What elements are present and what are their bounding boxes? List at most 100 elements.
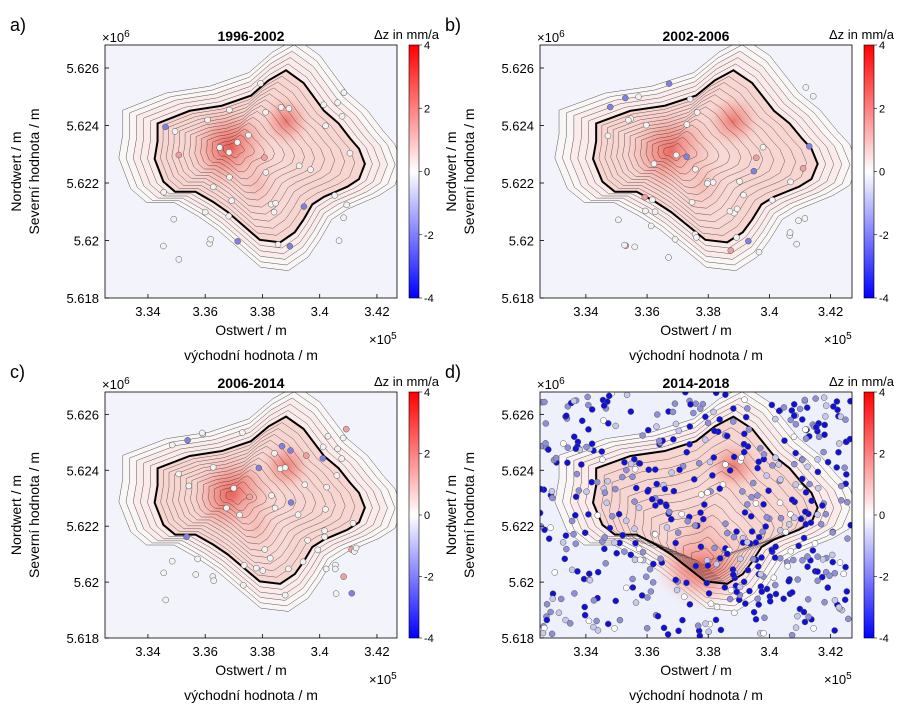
y-exponent-power: 6	[124, 376, 130, 387]
measurement-point	[817, 520, 825, 528]
measurement-point	[564, 459, 571, 466]
colorbar-title: Δz in mm/a	[829, 27, 895, 42]
x-tick-label: 3.38	[250, 644, 275, 659]
panel-title: 2014-2018	[663, 375, 730, 391]
measurement-point	[601, 534, 608, 541]
measurement-point	[741, 430, 748, 438]
contour-line	[682, 536, 723, 567]
measurement-point	[792, 449, 799, 457]
measurement-point	[754, 492, 761, 499]
colorbar-tick-label: 0	[424, 167, 430, 179]
measurement-point	[771, 581, 779, 589]
contour-line	[201, 463, 287, 532]
x-tick-label: 3.34	[135, 644, 160, 659]
measurement-point	[744, 566, 752, 574]
y-tick-label: 5.626	[66, 407, 99, 422]
basin-outline	[153, 69, 366, 244]
measurement-point	[740, 440, 748, 448]
measurement-point	[742, 600, 749, 607]
contour-line	[207, 469, 277, 525]
measurement-point	[813, 423, 820, 431]
measurement-point	[322, 122, 329, 130]
x-exponent-power: 5	[391, 331, 397, 342]
measurement-point	[619, 532, 626, 539]
colorbar-tick-label: 0	[424, 510, 430, 522]
measurement-point	[642, 207, 649, 215]
measurement-point	[542, 420, 550, 427]
measurement-point	[629, 584, 637, 591]
y-tick-label: 5.62	[74, 234, 99, 249]
measurement-point	[711, 427, 718, 435]
x-tick-label: 3.4	[311, 304, 329, 319]
x-exponent: ×105	[824, 331, 852, 348]
measurement-point	[704, 180, 711, 187]
measurement-point	[343, 425, 350, 433]
panel-title: 2006-2014	[218, 375, 285, 391]
y-tick-label: 5.626	[501, 407, 534, 422]
measurement-point	[651, 208, 659, 216]
measurement-point	[814, 568, 821, 575]
panel-title: 1996-2002	[218, 28, 285, 44]
measurement-point	[820, 448, 827, 456]
measurement-point	[543, 616, 551, 624]
measurement-point	[829, 529, 836, 536]
measurement-point	[590, 623, 597, 631]
measurement-point	[663, 502, 670, 510]
measurement-point	[799, 456, 806, 463]
contour-line	[622, 100, 764, 209]
measurement-point	[697, 405, 704, 412]
measurement-point	[605, 420, 612, 427]
x-tick-label: 3.4	[311, 644, 329, 659]
measurement-point	[792, 421, 800, 428]
x-tick-label: 3.42	[818, 304, 843, 319]
measurement-point	[841, 596, 849, 604]
measurement-point	[646, 565, 654, 573]
measurement-point	[545, 446, 552, 453]
measurement-point	[704, 562, 712, 569]
measurement-point	[623, 584, 630, 592]
measurement-point	[635, 93, 642, 101]
measurement-point	[652, 502, 659, 509]
y-tick-label: 5.618	[66, 291, 99, 306]
x-exponent-power: 5	[391, 671, 397, 682]
measurement-point	[334, 99, 341, 106]
x-axis-label-cz: východní hodnota / m	[184, 347, 318, 363]
measurement-point	[657, 555, 664, 563]
measurement-point	[672, 576, 679, 584]
measurement-point	[623, 466, 630, 474]
measurement-point	[770, 574, 778, 582]
measurement-point	[584, 393, 591, 401]
measurement-point	[588, 478, 595, 486]
y-tick-label: 5.618	[66, 631, 99, 646]
colorbar-tick-label: 4	[424, 40, 430, 52]
measurement-point	[661, 485, 669, 493]
contour-line	[657, 136, 698, 168]
measurement-point	[760, 629, 767, 637]
measurement-point	[843, 471, 850, 478]
measurement-point	[648, 495, 656, 503]
measurement-point	[702, 620, 709, 627]
colorbar-tick-label: 2	[879, 449, 885, 461]
measurement-point	[837, 497, 845, 504]
measurement-point	[754, 464, 761, 472]
measurement-point	[706, 458, 714, 466]
measurement-point	[800, 608, 808, 616]
measurement-point	[194, 555, 201, 563]
measurement-point	[745, 237, 752, 245]
measurement-point	[566, 620, 574, 627]
measurement-point	[730, 533, 738, 541]
measurement-point	[716, 416, 723, 423]
measurement-point	[812, 395, 819, 402]
measurement-point	[755, 601, 762, 608]
measurement-point	[352, 544, 360, 552]
measurement-point	[695, 459, 703, 467]
y-axis-label: Nordwert / m	[443, 131, 459, 211]
measurement-point	[643, 121, 650, 129]
measurement-point	[588, 406, 596, 413]
colorbar-title: Δz in mm/a	[829, 374, 895, 389]
y-axis-label-cz: Severní hodnota / m	[461, 452, 477, 578]
x-axis-label: Ostwert / m	[660, 322, 732, 338]
measurement-point	[585, 401, 592, 409]
measurement-point	[772, 543, 779, 551]
